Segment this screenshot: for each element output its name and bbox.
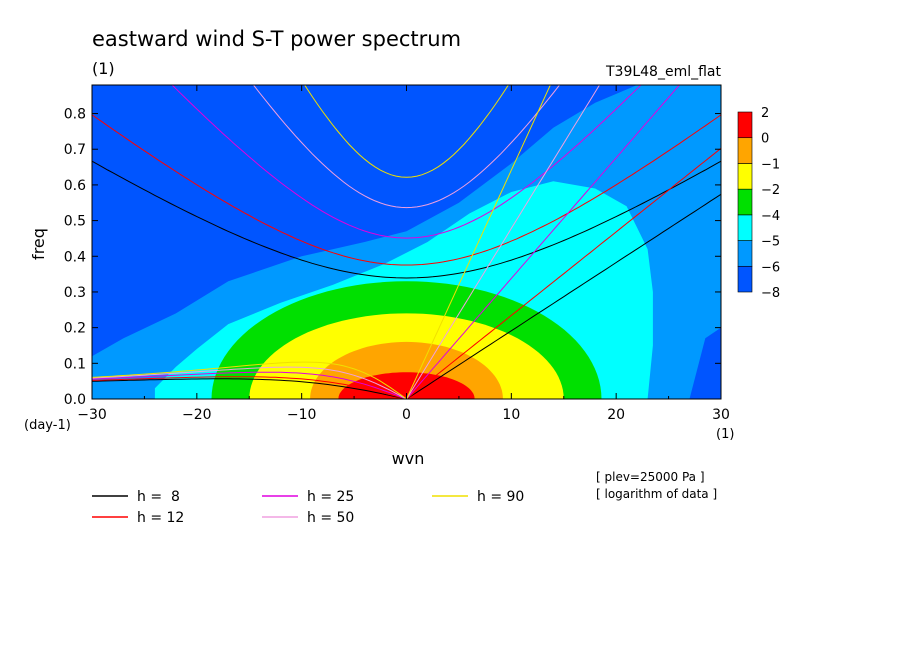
x-tick-label: 30: [712, 407, 730, 423]
inertia-gravity-curve: [92, 160, 721, 279]
y-tick-label: 0.1: [64, 356, 86, 372]
rossby-curve: [92, 378, 407, 399]
dispersion-curves: [92, 85, 721, 399]
y-tick-label: 0.8: [64, 107, 86, 123]
kelvin-curve: [406, 85, 551, 399]
rossby-curve: [92, 371, 407, 399]
x-tick-label: 10: [502, 407, 520, 423]
kelvin-curve: [406, 85, 601, 399]
y-tick-label: 0.0: [64, 392, 86, 408]
colorbar-label: −6: [761, 260, 780, 275]
colorbar-swatch: [737, 214, 753, 241]
rossby-curve: [92, 366, 407, 399]
chart-subtitle: (1): [92, 59, 115, 78]
x-tick-label: 20: [607, 407, 625, 423]
y-tick-label: 0.2: [64, 321, 86, 337]
colorbar-swatch: [737, 188, 753, 216]
colorbar-swatch: [737, 240, 753, 267]
inertia-gravity-curve: [304, 85, 509, 178]
x-tick-label: −10: [287, 407, 317, 423]
x-tick-label: −20: [182, 407, 212, 423]
colorbar-swatch: [737, 137, 753, 164]
legend-label: h = 90: [477, 489, 524, 505]
chart-title: eastward wind S-T power spectrum: [92, 27, 461, 51]
x-tick-label: −30: [77, 407, 107, 423]
y-tick-label: 0.4: [64, 249, 86, 265]
colorbar-label: −8: [761, 286, 780, 301]
inertia-gravity-curve: [92, 114, 721, 266]
plot-area: [92, 85, 721, 399]
y-tick-label: 0.7: [64, 142, 86, 158]
kelvin-curve: [406, 85, 681, 399]
y-tick-label: 0.6: [64, 178, 86, 194]
inertia-gravity-curve: [252, 85, 561, 209]
kelvin-curve: [406, 193, 721, 399]
y-unit-label: (day-1): [24, 418, 71, 433]
colorbar-label: 2: [761, 106, 769, 121]
colorbar: 2 0 −1 −2 −4 −5 −6 −8: [737, 106, 780, 301]
rossby-curve: [92, 376, 407, 399]
colorbar-label: 0: [761, 132, 769, 147]
legend-label: h = 50: [307, 510, 354, 526]
legend: h = 8 h = 12 h = 25 h = 50 h = 90: [92, 489, 524, 526]
y-tick-label: 0.3: [64, 285, 86, 301]
colorbar-label: −1: [761, 157, 780, 172]
x-tick-label: 0: [402, 407, 411, 423]
contour-fills: [92, 85, 721, 399]
colorbar-swatch: [737, 111, 753, 139]
note-logarithm: [ logarithm of data ]: [596, 487, 717, 501]
colorbar-label: −2: [761, 183, 780, 198]
legend-label: h = 25: [307, 489, 354, 505]
run-label: T39L48_eml_flat: [605, 64, 722, 80]
axes: −30 −20 −10 0 10 20 30 0.0 0.1 0.2 0.3 0.4 0.5 0.6 0.7…: [64, 85, 730, 423]
colorbar-label: −4: [761, 209, 780, 224]
y-tick-label: 0.5: [64, 214, 86, 230]
x-axis-label: wvn: [392, 449, 425, 468]
rossby-curve: [92, 361, 407, 399]
y-axis-label: freq: [29, 228, 48, 260]
note-plev: [ plev=25000 Pa ]: [596, 470, 705, 484]
legend-label: h = 8: [137, 489, 180, 505]
inertia-gravity-curve: [171, 85, 642, 239]
colorbar-swatch: [737, 265, 753, 293]
x-unit-label: (1): [716, 427, 734, 442]
colorbar-swatch: [737, 163, 753, 190]
kelvin-curve: [406, 147, 721, 399]
colorbar-label: −5: [761, 235, 780, 250]
legend-label: h = 12: [137, 510, 184, 526]
